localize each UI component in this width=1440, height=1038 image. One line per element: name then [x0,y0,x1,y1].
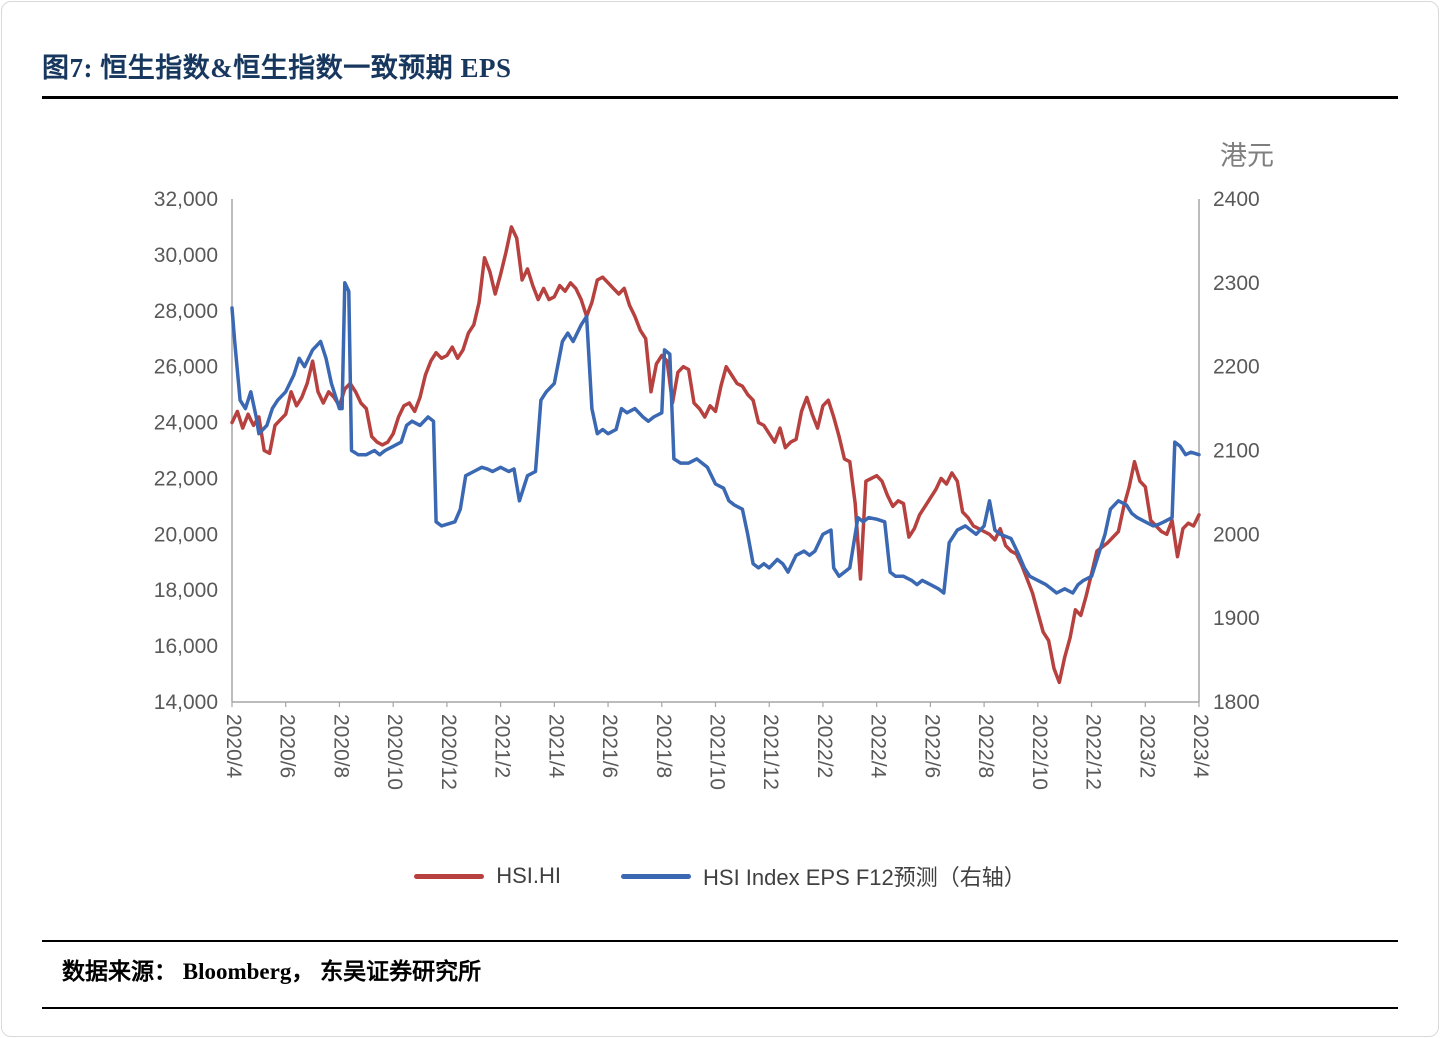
left-axis-tick-label: 28,000 [154,300,218,323]
left-axis-tick-label: 14,000 [154,691,218,714]
x-axis-tick-label: 2021/10 [706,714,729,790]
x-axis-tick-label: 2022/2 [813,714,836,778]
x-axis-tick-label: 2022/10 [1028,714,1051,790]
x-axis-tick-label: 2022/12 [1082,714,1105,790]
x-axis-tick-label: 2020/10 [383,714,406,790]
line-chart: 32,000 30,000 28,000 26,000 24,000 22,000 20,0… [154,188,1260,790]
left-axis-tick-label: 20,000 [154,523,218,546]
right-axis-tick-label: 2200 [1213,356,1260,379]
footer-divider-bottom [42,1007,1398,1009]
figure-title: 图7: 恒生指数&恒生指数一致预期 EPS [42,53,512,83]
right-axis-tick-label: 2300 [1213,272,1260,295]
right-axis-tick-label: 1800 [1213,691,1260,714]
x-axis-tick-label: 2022/6 [920,714,943,778]
hsi-series-line [230,225,1201,685]
x-axis-tick-label: 2021/8 [652,714,675,778]
x-axis-tick-label: 2021/4 [544,714,567,779]
x-axis-tick-label: 2020/8 [329,714,352,778]
x-axis-tick-label: 2021/2 [491,714,514,778]
data-source: 数据来源： Bloomberg， 东吴证券研究所 [62,959,482,984]
x-axis-tick-label: 2020/4 [222,714,245,779]
left-axis-tick-label: 26,000 [154,356,218,379]
hsi-line-swatch [414,873,485,879]
title-divider [42,96,1398,99]
x-axis-tick-label: 2023/4 [1189,714,1212,779]
right-axis-tick-label: 1900 [1213,607,1260,630]
legend-label-eps: HSI Index EPS F12预测（右轴） [703,865,1026,890]
left-axis-tick-label: 16,000 [154,635,218,658]
right-axis-tick-label: 2400 [1213,188,1260,211]
left-axis-tick-label: 18,000 [154,579,218,602]
legend-item-eps: HSI Index EPS F12预测（右轴） [621,860,1026,892]
left-axis-tick-label: 32,000 [154,188,218,211]
x-axis-tick-label: 2022/8 [974,714,997,778]
right-axis-unit-label: 港元 [1220,141,1274,171]
x-axis-tick-label: 2020/12 [437,714,460,790]
right-axis-tick-label: 2100 [1213,440,1260,463]
chart-legend: HSI.HI HSI Index EPS F12预测（右轴） [2,860,1438,892]
left-axis-tick-label: 22,000 [154,467,218,490]
left-axis-tick-label: 24,000 [154,412,218,435]
x-axis-tick-label: 2021/12 [759,714,782,790]
x-axis-tick-label: 2021/6 [598,714,621,778]
x-axis-tick-label: 2020/6 [276,714,299,778]
legend-label-hsi: HSI.HI [496,863,562,888]
x-axis-tick-label: 2022/4 [867,714,890,779]
eps-line-swatch [621,873,692,879]
x-axis-tick-label: 2023/2 [1135,714,1158,778]
footer-divider-top [42,940,1398,942]
eps-series-line [230,281,1201,595]
right-axis-tick-label: 2000 [1213,523,1260,546]
left-axis-tick-label: 30,000 [154,244,218,267]
legend-item-hsi: HSI.HI [414,863,561,889]
